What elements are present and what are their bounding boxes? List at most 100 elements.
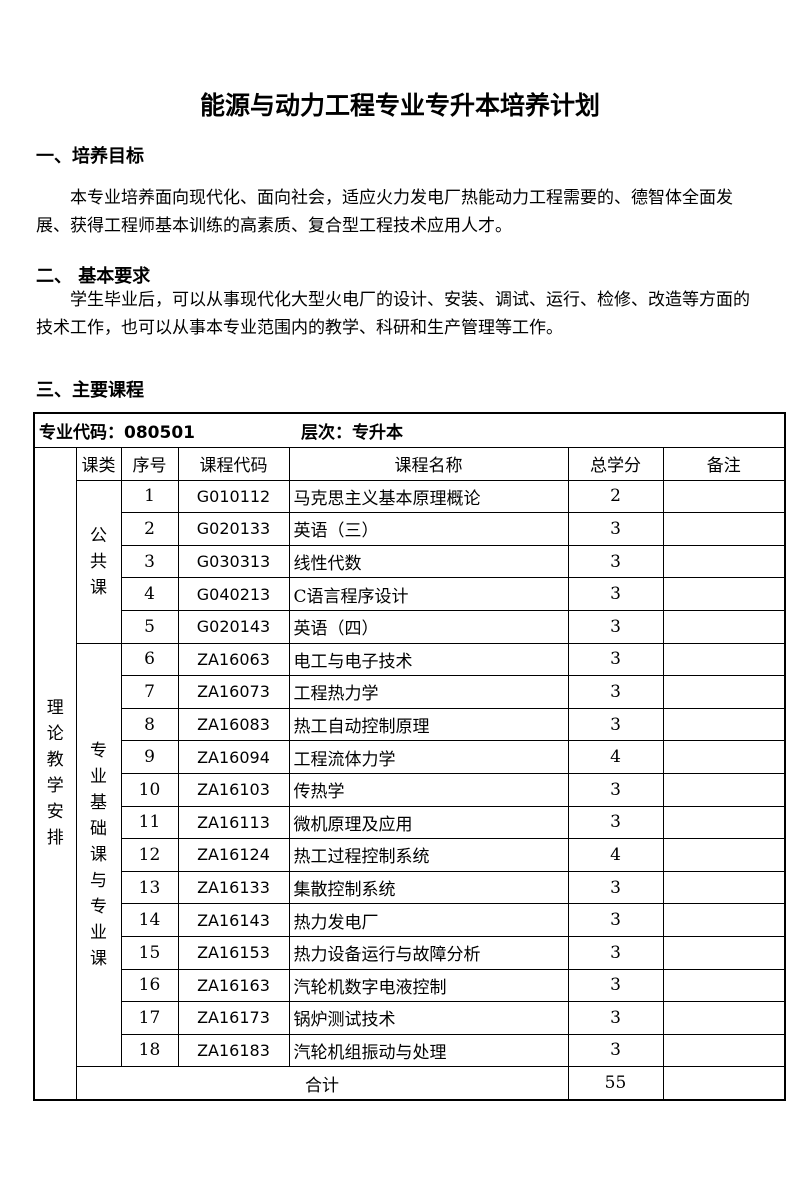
- row-code: ZA16153: [177, 935, 290, 970]
- row-name: 热工自动控制原理: [288, 707, 569, 742]
- course-table: 专业代码：080501 层次：专升本 理论教学安排 课类 序号 课程代码 课程名称…: [33, 412, 787, 1101]
- row-code: ZA16094: [177, 740, 290, 774]
- table-row: 专业基础课与专业课 6 ZA16063 电工与电子技术 3: [34, 642, 786, 1068]
- row-remarks: [662, 838, 786, 872]
- row-no: 10: [120, 772, 179, 807]
- goals-text: 本专业培养面向现代化、面向社会，适应火力发电厂热能动力工程需要的、德智体全面发展…: [36, 188, 733, 236]
- row-remarks: [662, 935, 786, 970]
- row-code: ZA16173: [177, 1001, 290, 1035]
- table-row: 5 G020143 英语（四） 3: [34, 609, 786, 644]
- row-no: 2: [120, 512, 179, 546]
- table-row: 14 ZA16143 热力发电厂 3: [34, 903, 786, 937]
- row-remarks: [662, 1001, 786, 1035]
- row-name: 线性代数: [288, 544, 569, 579]
- section-heading-requirements: 二、 基本要求: [36, 266, 151, 287]
- section-label: 理论教学安排: [33, 446, 77, 1101]
- row-no: 13: [120, 870, 179, 905]
- table-row: 10 ZA16103 传热学 3: [34, 772, 786, 807]
- total-credits: 55: [567, 1066, 664, 1101]
- row-name: 微机原理及应用: [288, 805, 569, 840]
- table-row: 公共课 1 G010112 马克思主义基本原理概论 2: [34, 479, 786, 644]
- row-remarks: [662, 740, 786, 774]
- row-name: 英语（三）: [288, 512, 569, 546]
- table-header-row: 理论教学安排 课类 序号 课程代码 课程名称 总学分 备注: [33, 446, 786, 1101]
- table-info-row: 专业代码：080501 层次：专升本: [33, 412, 786, 448]
- level: 层次：专升本: [301, 423, 403, 443]
- table-row: 2 G020133 英语（三） 3: [34, 512, 786, 546]
- total-remarks: [662, 1066, 786, 1101]
- row-credits: 3: [567, 1001, 664, 1035]
- row-remarks: [662, 544, 786, 579]
- row-name: 马克思主义基本原理概论: [288, 479, 569, 514]
- row-code: G040213: [177, 577, 290, 611]
- row-code: ZA16163: [177, 968, 290, 1003]
- header-code: 课程代码: [177, 447, 290, 481]
- row-no: 16: [120, 968, 179, 1003]
- row-credits: 3: [567, 577, 664, 611]
- table-row: 7 ZA16073 工程热力学 3: [34, 675, 786, 709]
- row-remarks: [662, 903, 786, 937]
- header-remarks: 备注: [662, 447, 786, 481]
- row-credits: 3: [567, 772, 664, 807]
- row-code: ZA16133: [177, 870, 290, 905]
- row-no: 14: [120, 903, 179, 937]
- row-remarks: [662, 772, 786, 807]
- row-no: 1: [120, 479, 179, 514]
- table-row: 16 ZA16163 汽轮机数字电液控制 3: [34, 968, 786, 1003]
- row-name: 工程流体力学: [288, 740, 569, 774]
- row-remarks: [662, 675, 786, 709]
- table-row: 11 ZA16113 微机原理及应用 3: [34, 805, 786, 840]
- row-no: 6: [120, 642, 179, 677]
- row-remarks: [662, 805, 786, 840]
- row-credits: 4: [567, 740, 664, 774]
- page-title: 能源与动力工程专业专升本培养计划: [199, 91, 600, 120]
- row-code: G010112: [177, 479, 290, 514]
- row-name: 传热学: [288, 772, 569, 807]
- row-credits: 3: [567, 544, 664, 579]
- row-name: 热力设备运行与故障分析: [288, 935, 569, 970]
- row-no: 15: [120, 935, 179, 970]
- row-name: 汽轮机数字电液控制: [288, 968, 569, 1003]
- row-credits: 3: [567, 675, 664, 709]
- row-no: 18: [120, 1033, 179, 1068]
- row-remarks: [662, 479, 786, 514]
- table-row: 17 ZA16173 锅炉测试技术 3: [34, 1001, 786, 1035]
- section-heading-goals: 一、培养目标: [36, 146, 144, 167]
- row-name: 集散控制系统: [288, 870, 569, 905]
- total-label: 合计: [75, 1066, 569, 1101]
- row-name: C语言程序设计: [288, 577, 569, 611]
- row-credits: 3: [567, 903, 664, 937]
- row-credits: 4: [567, 838, 664, 872]
- row-code: ZA16063: [177, 642, 290, 677]
- row-remarks: [662, 642, 786, 677]
- row-credits: 3: [567, 707, 664, 742]
- row-credits: 3: [567, 870, 664, 905]
- header-no: 序号: [120, 447, 179, 481]
- row-remarks: [662, 870, 786, 905]
- row-name: 热工过程控制系统: [288, 838, 569, 872]
- row-name: 汽轮机组振动与处理: [288, 1033, 569, 1068]
- row-remarks: [662, 968, 786, 1003]
- table-row: 4 G040213 C语言程序设计 3: [34, 577, 786, 611]
- table-row: 18 ZA16183 汽轮机组振动与处理 3: [34, 1033, 786, 1068]
- row-code: ZA16113: [177, 805, 290, 840]
- row-name: 热力发电厂: [288, 903, 569, 937]
- row-name: 锅炉测试技术: [288, 1001, 569, 1035]
- group-public: 公共课: [75, 479, 122, 644]
- row-no: 3: [120, 544, 179, 579]
- row-code: ZA16083: [177, 707, 290, 742]
- row-remarks: [662, 609, 786, 644]
- row-credits: 3: [567, 642, 664, 677]
- row-no: 12: [120, 838, 179, 872]
- row-no: 9: [120, 740, 179, 774]
- row-name: 英语（四）: [288, 609, 569, 644]
- row-code: ZA16073: [177, 675, 290, 709]
- table-row: 8 ZA16083 热工自动控制原理 3: [34, 707, 786, 742]
- row-credits: 3: [567, 805, 664, 840]
- row-no: 7: [120, 675, 179, 709]
- row-remarks: [662, 707, 786, 742]
- row-credits: 3: [567, 609, 664, 644]
- table-row: 12 ZA16124 热工过程控制系统 4: [34, 838, 786, 872]
- row-credits: 3: [567, 512, 664, 546]
- row-code: ZA16103: [177, 772, 290, 807]
